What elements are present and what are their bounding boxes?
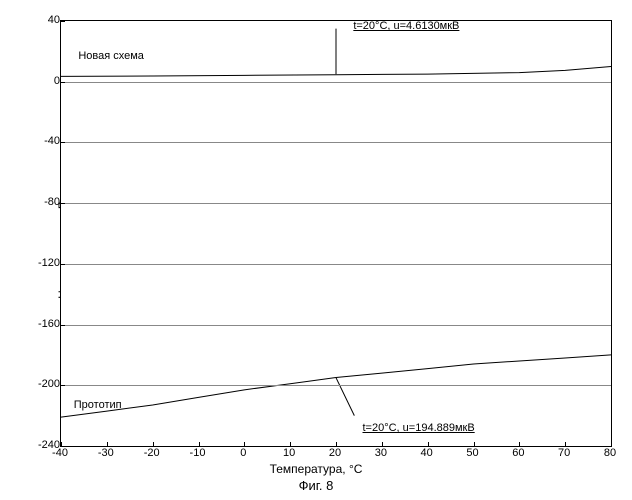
- y-tick-mark: [60, 203, 65, 204]
- series-label: Новая схема: [78, 50, 144, 62]
- y-tick-mark: [60, 325, 65, 326]
- figure-caption: Фиг. 8: [299, 478, 334, 493]
- plot-area: [60, 20, 612, 447]
- x-tick-label: 10: [283, 447, 295, 459]
- gridline-horizontal: [61, 385, 611, 386]
- x-tick-label: -20: [144, 447, 160, 459]
- y-tick-label: -160: [30, 318, 60, 330]
- gridline-horizontal: [61, 325, 611, 326]
- x-tick-label: 60: [512, 447, 524, 459]
- series-label: Прототип: [74, 399, 122, 411]
- x-tick-label: -40: [52, 447, 68, 459]
- x-tick-label: 40: [421, 447, 433, 459]
- x-tick-label: 80: [604, 447, 616, 459]
- y-tick-label: 0: [30, 75, 60, 87]
- y-tick-mark: [60, 82, 65, 83]
- chart-svg: [61, 21, 611, 446]
- y-tick-label: 40: [30, 14, 60, 26]
- annotation-label: t=20°C, u=4.6130мкВ: [353, 20, 459, 32]
- x-tick-label: 20: [329, 447, 341, 459]
- y-tick-label: -120: [30, 257, 60, 269]
- x-tick-label: 30: [375, 447, 387, 459]
- y-tick-mark: [60, 385, 65, 386]
- gridline-horizontal: [61, 82, 611, 83]
- x-tick-label: 0: [240, 447, 246, 459]
- annotation-label: t=20°C, u=194.889мкВ: [363, 422, 475, 434]
- gridline-horizontal: [61, 142, 611, 143]
- x-tick-label: 70: [558, 447, 570, 459]
- gridline-horizontal: [61, 203, 611, 204]
- y-tick-mark: [60, 142, 65, 143]
- y-tick-mark: [60, 264, 65, 265]
- y-tick-mark: [60, 21, 65, 22]
- y-tick-label: -40: [30, 135, 60, 147]
- annotation-pointer: [336, 378, 354, 416]
- x-tick-label: 50: [466, 447, 478, 459]
- y-tick-label: -200: [30, 378, 60, 390]
- x-tick-label: -30: [98, 447, 114, 459]
- x-tick-label: -10: [190, 447, 206, 459]
- x-axis-label: Температура, °C: [270, 462, 363, 476]
- gridline-horizontal: [61, 264, 611, 265]
- chart-container: Напряжение, мкВ Температура, °C Фиг. 8 -…: [10, 10, 622, 490]
- y-tick-label: -80: [30, 196, 60, 208]
